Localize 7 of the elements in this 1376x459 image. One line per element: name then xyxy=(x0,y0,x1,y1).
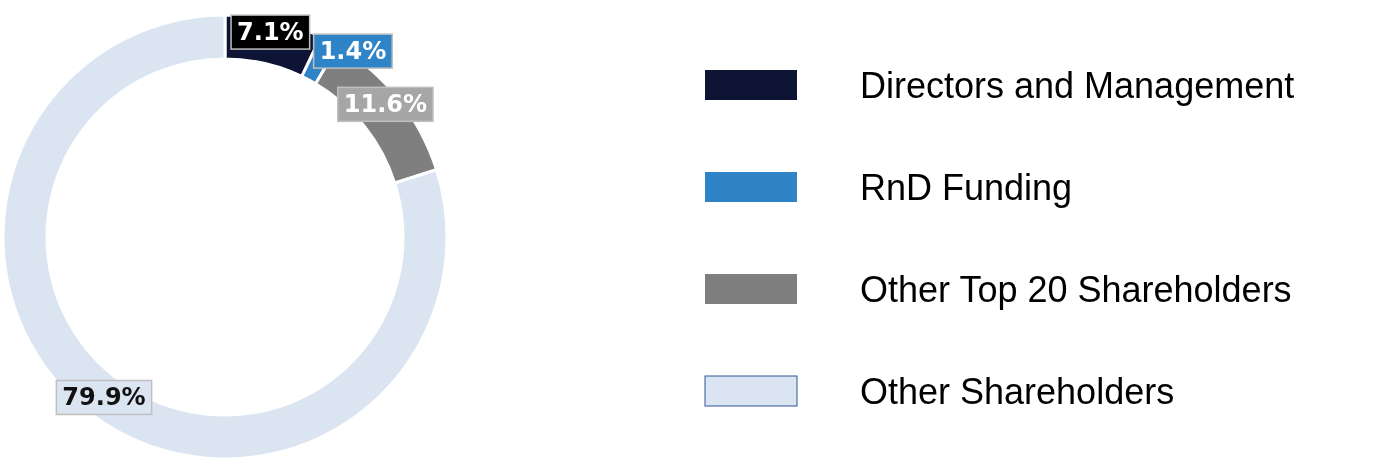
data-label: 11.6% xyxy=(343,90,428,119)
legend-label: Other Shareholders xyxy=(860,370,1175,412)
legend-label: Other Top 20 Shareholders xyxy=(860,268,1292,310)
legend-label: Directors and Management xyxy=(860,64,1295,106)
data-label: 79.9% xyxy=(62,383,146,412)
data-label: 7.1% xyxy=(237,18,304,47)
legend-label: RnD Funding xyxy=(860,166,1073,208)
